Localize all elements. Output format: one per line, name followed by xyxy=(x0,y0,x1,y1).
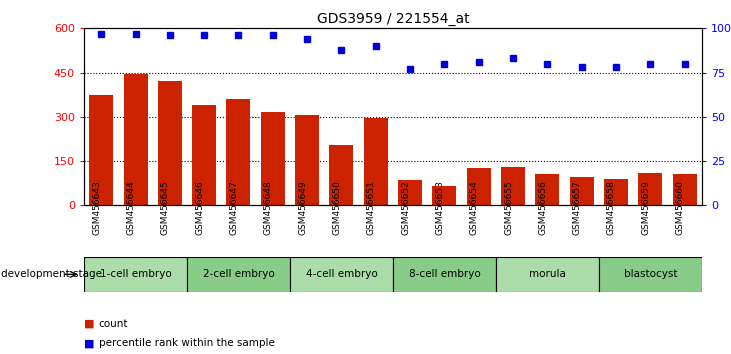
Bar xyxy=(330,145,354,205)
Text: GSM456645: GSM456645 xyxy=(161,181,170,235)
Text: GSM456654: GSM456654 xyxy=(470,181,479,235)
Bar xyxy=(192,105,216,205)
Bar xyxy=(295,115,319,205)
Text: GSM456658: GSM456658 xyxy=(607,181,616,235)
Text: GSM456659: GSM456659 xyxy=(641,181,651,235)
Text: 8-cell embryo: 8-cell embryo xyxy=(409,269,480,279)
Bar xyxy=(599,257,702,292)
Bar xyxy=(496,257,599,292)
Bar xyxy=(89,95,113,205)
Text: percentile rank within the sample: percentile rank within the sample xyxy=(99,338,275,348)
Bar xyxy=(432,186,456,205)
Text: GSM456653: GSM456653 xyxy=(436,181,444,235)
Bar xyxy=(261,113,285,205)
Bar xyxy=(393,257,496,292)
Text: GSM456656: GSM456656 xyxy=(538,181,548,235)
Bar xyxy=(466,169,491,205)
Bar xyxy=(187,257,290,292)
Text: GSM456657: GSM456657 xyxy=(572,181,582,235)
Text: 2-cell embryo: 2-cell embryo xyxy=(202,269,274,279)
Bar xyxy=(84,257,187,292)
Text: GSM456648: GSM456648 xyxy=(264,181,273,235)
Bar xyxy=(398,180,422,205)
Bar xyxy=(501,167,525,205)
Text: GSM456644: GSM456644 xyxy=(126,181,135,235)
Text: count: count xyxy=(99,319,128,329)
Text: 1-cell embryo: 1-cell embryo xyxy=(99,269,171,279)
Bar xyxy=(124,74,148,205)
Text: GSM456649: GSM456649 xyxy=(298,181,307,235)
Bar xyxy=(364,118,387,205)
Bar xyxy=(158,81,182,205)
Text: development stage: development stage xyxy=(1,269,102,279)
Text: GSM456660: GSM456660 xyxy=(675,181,685,235)
Text: GSM456643: GSM456643 xyxy=(92,181,101,235)
Text: GSM456655: GSM456655 xyxy=(504,181,513,235)
Bar xyxy=(569,177,594,205)
Text: morula: morula xyxy=(529,269,566,279)
Text: GSM456647: GSM456647 xyxy=(230,181,238,235)
Bar xyxy=(535,175,559,205)
Text: ■: ■ xyxy=(84,338,94,348)
Text: ■: ■ xyxy=(84,319,94,329)
Text: GSM456652: GSM456652 xyxy=(401,181,410,235)
Text: 4-cell embryo: 4-cell embryo xyxy=(306,269,377,279)
Text: GSM456650: GSM456650 xyxy=(333,181,341,235)
Text: GSM456651: GSM456651 xyxy=(367,181,376,235)
Bar xyxy=(604,179,628,205)
Bar xyxy=(290,257,393,292)
Bar xyxy=(227,99,251,205)
Bar xyxy=(638,173,662,205)
Text: GSM456646: GSM456646 xyxy=(195,181,204,235)
Title: GDS3959 / 221554_at: GDS3959 / 221554_at xyxy=(317,12,469,26)
Text: blastocyst: blastocyst xyxy=(624,269,677,279)
Bar xyxy=(673,175,697,205)
